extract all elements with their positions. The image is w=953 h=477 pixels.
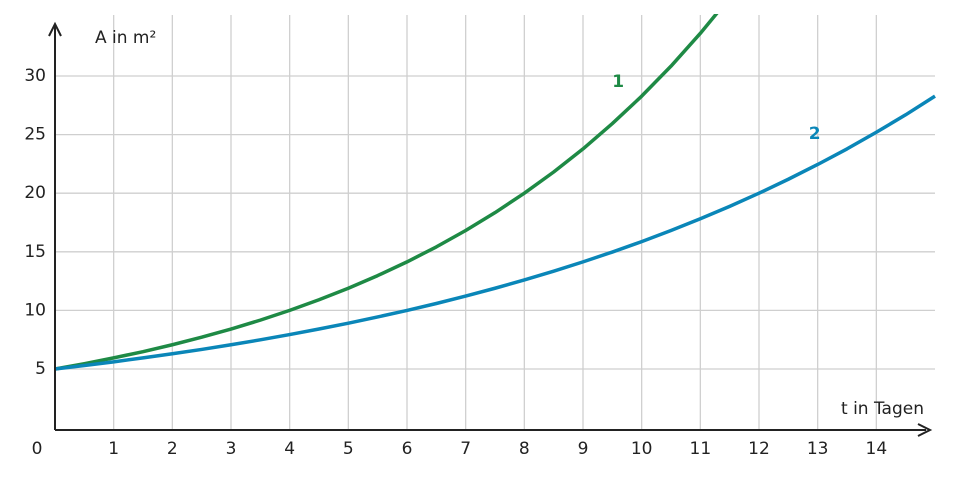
y-tick-label: 10	[24, 300, 46, 320]
y-arrow	[48, 21, 62, 37]
y-tick-label: 25	[24, 125, 46, 145]
x-tick-label: 10	[631, 439, 653, 459]
x-tick-label: 2	[167, 439, 178, 459]
x-tick-label: 5	[343, 439, 354, 459]
y-tick-label: 5	[35, 359, 46, 379]
x-tick-label: 14	[866, 439, 888, 459]
x-tick-label: 4	[284, 439, 295, 459]
curve	[54, 14, 719, 371]
y-tick-label: 20	[24, 183, 46, 203]
x-tick-label: 7	[460, 439, 471, 459]
x-tick-label: 8	[519, 439, 530, 459]
x-tick-label: 9	[578, 439, 589, 459]
y-tick-label: 15	[24, 242, 46, 262]
x-tick-label: 3	[226, 439, 237, 459]
y-axis-label: A in m²	[95, 28, 156, 48]
x-axis-label: t in Tagen	[841, 399, 924, 419]
y-tick-label: 30	[24, 66, 46, 86]
x-tick-label: 6	[402, 439, 413, 459]
x-tick-label: 1	[108, 439, 119, 459]
x-tick-label: 12	[748, 439, 770, 459]
x-tick-label: 11	[690, 439, 712, 459]
x-arrow	[917, 423, 933, 437]
curve	[54, 94, 936, 371]
curve-label: 1	[612, 72, 624, 92]
origin-label: 0	[32, 439, 43, 459]
curve-label: 2	[809, 124, 821, 144]
x-tick-label: 13	[807, 439, 829, 459]
